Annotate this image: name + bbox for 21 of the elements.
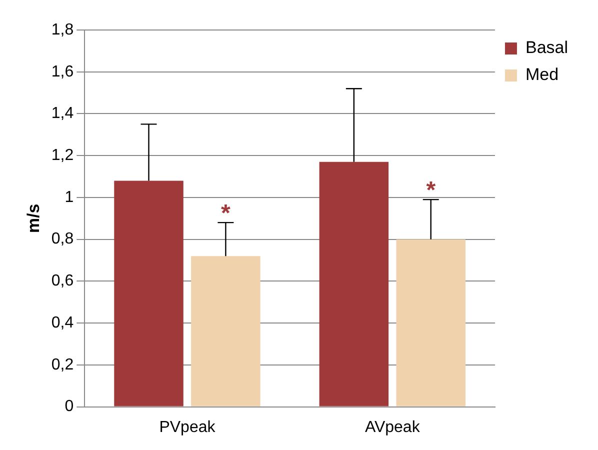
y-tick-label: 0,6 <box>51 272 74 290</box>
y-axis-title: m/s <box>24 204 43 234</box>
y-tick-label: 1,8 <box>51 21 74 38</box>
y-tick-label: 0,8 <box>51 230 74 248</box>
legend-label: Basal <box>525 38 568 58</box>
y-tick-label: 0 <box>64 398 74 416</box>
annotation: * <box>221 200 232 228</box>
bar <box>319 162 389 406</box>
bar <box>396 239 466 406</box>
x-tick-label: PVpeak <box>159 418 216 436</box>
y-tick-label: 1,4 <box>51 105 74 122</box>
bar <box>191 256 260 406</box>
y-tick-label: 1,2 <box>51 147 74 164</box>
y-tick-label: 1,6 <box>51 63 74 80</box>
y-tick-label: 0,4 <box>51 314 74 332</box>
y-tick-label: 0,2 <box>51 356 74 374</box>
annotation: * <box>426 177 436 204</box>
y-tick-label: 1 <box>64 188 74 206</box>
x-tick-label: AVpeak <box>364 418 421 436</box>
legend-label: Med <box>525 65 559 84</box>
bar <box>114 180 184 406</box>
